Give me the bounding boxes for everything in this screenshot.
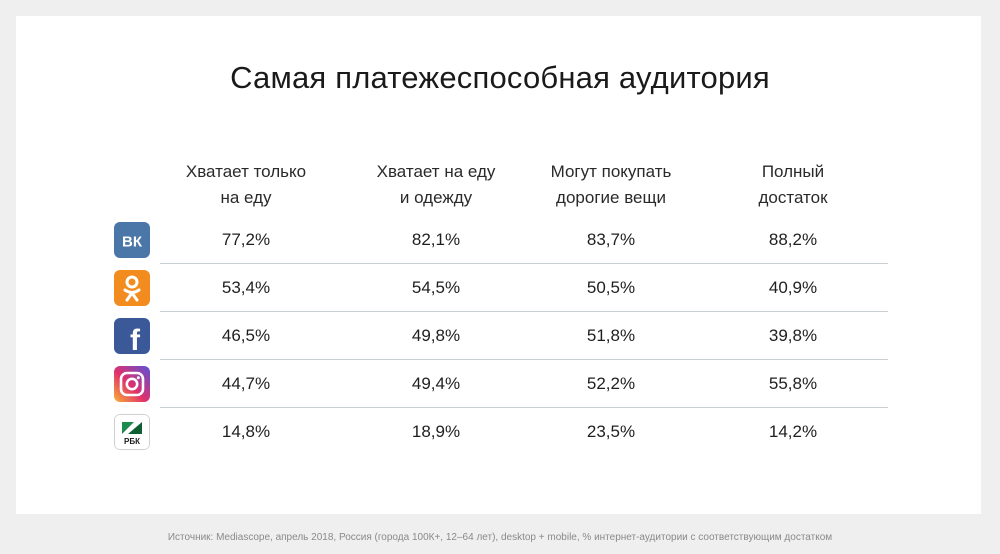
table-cell: 77,2% <box>221 230 271 249</box>
table-row: 53,4% 54,5% 50,5% 40,9% <box>112 264 888 312</box>
table-cell: 54,5% <box>411 278 461 297</box>
column-header: Полный достаток <box>758 162 828 207</box>
column-header: Хватает только на еду <box>185 162 307 207</box>
table-cell: 52,2% <box>586 374 636 393</box>
table-cell: 53,4% <box>221 278 271 297</box>
rbc-icon: РБК <box>114 414 150 450</box>
row-divider <box>160 407 888 408</box>
instagram-icon <box>114 366 150 402</box>
column-header: Хватает на еду и одежду <box>376 162 496 207</box>
table-cell: 88,2% <box>768 230 818 249</box>
table-row: ВК 77,2% 82,1% 83,7% 88,2% <box>112 216 888 264</box>
svg-text:f: f <box>130 324 141 354</box>
row-divider <box>160 311 888 312</box>
source-footnote: Источник: Mediascope, апрель 2018, Росси… <box>167 532 833 543</box>
column-header: Могут покупать дорогие вещи <box>550 162 672 207</box>
table-cell: 14,8% <box>221 422 271 441</box>
content-card <box>16 16 981 514</box>
table-row: РБК 14,8% 18,9% 23,5% 14,2% <box>112 408 888 456</box>
vk-icon: ВК <box>114 222 150 258</box>
odnoklassniki-icon <box>114 270 150 306</box>
table-row: f 46,5% 49,8% 51,8% 39,8% <box>112 312 888 360</box>
facebook-icon: f <box>114 318 150 354</box>
table-cell: 55,8% <box>768 374 818 393</box>
table-cell: 40,9% <box>768 278 818 297</box>
row-divider <box>160 359 888 360</box>
table-cell: 82,1% <box>411 230 461 249</box>
table-cell: 49,8% <box>411 326 461 345</box>
table-cell: 83,7% <box>586 230 636 249</box>
svg-text:РБК: РБК <box>124 437 140 446</box>
row-divider <box>160 263 888 264</box>
table-cell: 14,2% <box>768 422 818 441</box>
table-cell: 46,5% <box>221 326 271 345</box>
table-cell: 50,5% <box>586 278 636 297</box>
table-row: 44,7% 49,4% 52,2% 55,8% <box>112 360 888 408</box>
table-cell: 51,8% <box>586 326 636 345</box>
table-cell: 49,4% <box>411 374 461 393</box>
table-cell: 39,8% <box>768 326 818 345</box>
page-title: Самая платежеспособная аудитория <box>230 60 770 95</box>
table-cell: 23,5% <box>586 422 636 441</box>
table-cell: 18,9% <box>411 422 461 441</box>
svg-text:ВК: ВК <box>122 234 143 251</box>
table-cell: 44,7% <box>221 374 271 393</box>
